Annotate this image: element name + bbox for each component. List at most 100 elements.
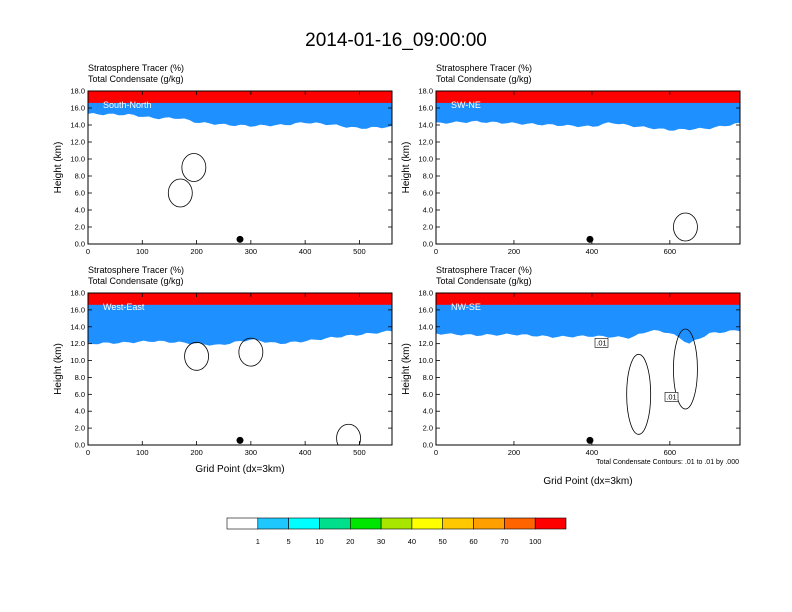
- y-tick-label: 16.0: [418, 104, 433, 113]
- y-tick-label: 18.0: [418, 87, 433, 96]
- x-tick-label: 300: [245, 448, 258, 457]
- colorbar-box: [473, 517, 505, 530]
- plot-area: [436, 293, 740, 445]
- y-tick-label: 10.0: [418, 356, 433, 365]
- y-tick-label: 14.0: [70, 322, 85, 331]
- condensate-contour: [167, 178, 193, 208]
- section-label: SW-NE: [451, 100, 481, 110]
- y-tick-label: 4.0: [75, 206, 85, 215]
- colorbar-label: 30: [377, 537, 385, 546]
- tracer-layer: [88, 293, 392, 346]
- y-axis-label: Height (km): [401, 142, 412, 194]
- y-axis-label: Height (km): [53, 343, 64, 395]
- plot-frame: [435, 292, 741, 446]
- panel-title-4: Stratosphere Tracer (%) Total Condensate…: [436, 265, 532, 287]
- x-tick-label: 400: [299, 247, 312, 256]
- location-marker: [586, 235, 594, 243]
- colorbar-box: [288, 517, 320, 530]
- y-tick-label: 18.0: [418, 289, 433, 298]
- colorbar-label: 1: [256, 537, 260, 546]
- x-axis-label: Grid Point (dx=3km): [543, 476, 632, 487]
- x-tick-label: 100: [136, 448, 149, 457]
- y-tick-label: 0.0: [423, 240, 433, 249]
- y-tick-label: 6.0: [75, 189, 85, 198]
- tracer-layer-top: [436, 293, 740, 305]
- section-label: West-East: [103, 302, 145, 312]
- section-label: NW-SE: [451, 302, 481, 312]
- y-tick-label: 4.0: [75, 407, 85, 416]
- location-marker: [236, 235, 244, 243]
- y-axis-label: Height (km): [401, 343, 412, 395]
- y-tick-label: 12.0: [418, 339, 433, 348]
- plot-frame: [435, 90, 741, 245]
- contour-label-box: [664, 392, 679, 402]
- y-tick-label: 2.0: [423, 223, 433, 232]
- contour-label: .01: [666, 392, 676, 401]
- colorbar-label: 5: [287, 537, 291, 546]
- y-tick-label: 14.0: [418, 121, 433, 130]
- panel-title-line2: Total Condensate (g/kg): [436, 276, 532, 286]
- y-tick-label: 8.0: [75, 373, 85, 382]
- y-tick-label: 12.0: [70, 339, 85, 348]
- colorbar-box: [504, 517, 536, 530]
- y-tick-label: 2.0: [75, 424, 85, 433]
- panel-title-line1: Stratosphere Tracer (%): [436, 265, 533, 275]
- y-tick-label: 4.0: [423, 407, 433, 416]
- y-tick-label: 14.0: [418, 322, 433, 331]
- colorbar-label: 50: [439, 537, 447, 546]
- location-marker: [236, 436, 244, 444]
- colorbar-box: [319, 517, 351, 530]
- x-tick-label: 600: [664, 247, 677, 256]
- y-tick-label: 6.0: [423, 390, 433, 399]
- condensate-contour: [673, 328, 698, 410]
- panel-3: West-East 0.0 2.0 4.0 6.0 8.0 10.0 12.0 14.0 16.0…: [53, 289, 393, 457]
- panel-title-line2: Total Condensate (g/kg): [88, 276, 184, 286]
- condensate-contour: [336, 423, 361, 445]
- x-tick-label: 400: [299, 448, 312, 457]
- panel-4: NW-SE 0.0 2.0 4.0 6.0 8.0 10.0 12.0 14.0 16.0 18.0…: [401, 289, 741, 457]
- y-tick-label: 16.0: [70, 305, 85, 314]
- plot-frame: [87, 90, 393, 245]
- y-tick-label: 16.0: [70, 104, 85, 113]
- tracer-layer-top: [88, 293, 392, 305]
- x-axis-label: Grid Point (dx=3km): [195, 464, 284, 475]
- condensate-contour: [626, 353, 652, 435]
- y-tick-label: 6.0: [75, 390, 85, 399]
- y-tick-label: 10.0: [70, 155, 85, 164]
- x-tick-label: 400: [586, 247, 599, 256]
- x-tick-label: 0: [434, 247, 438, 256]
- y-axis-label: Height (km): [53, 142, 64, 194]
- colorbar-box: [226, 517, 259, 530]
- colorbar-box: [534, 517, 567, 530]
- panel-title-3: Stratosphere Tracer (%) Total Condensate…: [88, 265, 184, 287]
- y-tick-label: 14.0: [70, 121, 85, 130]
- x-tick-label: 400: [586, 448, 599, 457]
- colorbar-label: 10: [315, 537, 323, 546]
- panel-title-line1: Stratosphere Tracer (%): [436, 63, 533, 73]
- colorbar-label: 100: [529, 537, 542, 546]
- x-tick-label: 300: [245, 247, 258, 256]
- panel-title-line2: Total Condensate (g/kg): [436, 74, 532, 84]
- y-tick-label: 18.0: [70, 87, 85, 96]
- plot-area: [436, 91, 740, 244]
- colorbar-box: [349, 517, 382, 530]
- x-tick-label: 0: [86, 247, 90, 256]
- x-tick-label: 200: [508, 247, 521, 256]
- contour-label: .01: [596, 338, 606, 347]
- panel-title-2: Stratosphere Tracer (%) Total Condensate…: [436, 63, 532, 85]
- main-title: 2014-01-16_09:00:00: [305, 30, 487, 51]
- x-tick-label: 500: [353, 448, 366, 457]
- panel-1: South-North 0.0 2.0 4.0 6.0 8.0 10.0 12.0 14.0 16…: [53, 87, 393, 256]
- y-tick-label: 6.0: [423, 189, 433, 198]
- x-tick-label: 600: [664, 448, 677, 457]
- y-tick-label: 2.0: [423, 424, 433, 433]
- y-tick-label: 4.0: [423, 206, 433, 215]
- y-tick-label: 0.0: [423, 441, 433, 450]
- y-tick-label: 10.0: [418, 155, 433, 164]
- panel-title-1: Stratosphere Tracer (%) Total Condensate…: [88, 63, 184, 85]
- panel-title-line1: Stratosphere Tracer (%): [88, 63, 185, 73]
- colorbar-box: [411, 517, 443, 530]
- condensate-contour: [673, 212, 698, 242]
- contour-note: Total Condensate Contours: .01 to .01 by…: [596, 459, 739, 466]
